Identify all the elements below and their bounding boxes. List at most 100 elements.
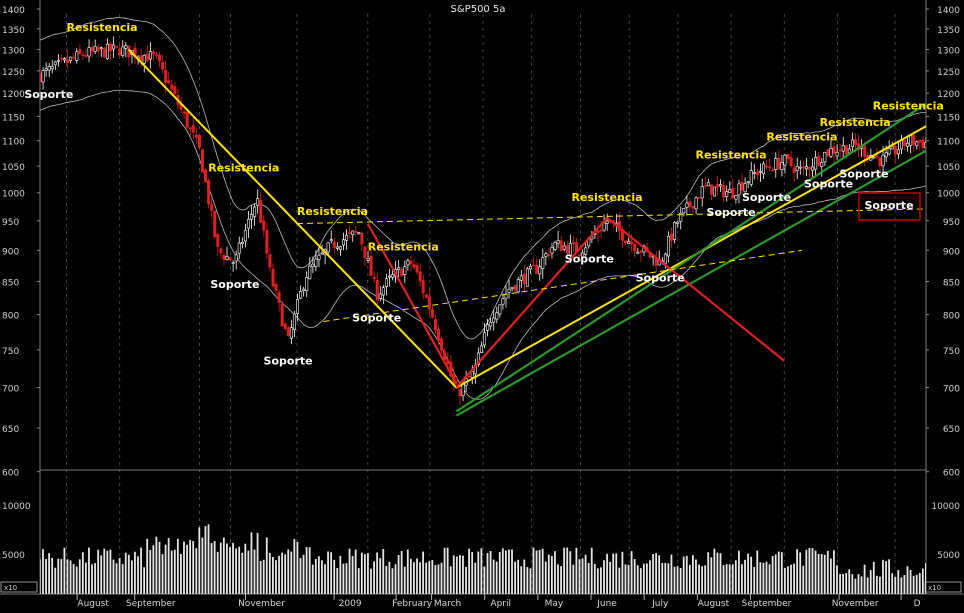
candle-body bbox=[314, 258, 318, 267]
candle-body bbox=[737, 183, 741, 196]
candle-body bbox=[234, 254, 238, 262]
candle-body bbox=[225, 255, 229, 260]
candle-body bbox=[844, 145, 848, 155]
volume-bar bbox=[213, 540, 216, 594]
candle-body bbox=[262, 220, 266, 231]
volume-bar bbox=[839, 574, 841, 594]
candle-body bbox=[918, 140, 922, 143]
volume-bar bbox=[504, 550, 507, 594]
volume-bar bbox=[670, 554, 673, 594]
candle-body bbox=[541, 257, 545, 269]
candle-body bbox=[691, 206, 695, 209]
volume-bar bbox=[833, 550, 835, 594]
volume-bar bbox=[667, 563, 670, 594]
volume-bar bbox=[115, 563, 118, 594]
volume-bar bbox=[909, 569, 912, 594]
candle-body bbox=[418, 271, 422, 282]
volume-bar bbox=[63, 547, 66, 594]
volume-bar bbox=[603, 560, 605, 594]
candle-body bbox=[820, 162, 824, 167]
resistance-label: Resistencia bbox=[66, 21, 137, 34]
x-tick-label: September bbox=[126, 599, 176, 609]
candle-body bbox=[513, 285, 517, 291]
x-tick-label: February bbox=[392, 599, 433, 609]
volume-bar bbox=[520, 566, 523, 594]
volume-bar bbox=[590, 547, 593, 594]
price-tick-left: 1150 bbox=[2, 113, 25, 123]
candle-body bbox=[412, 264, 416, 268]
volume-bar bbox=[109, 549, 112, 594]
candle-body bbox=[207, 180, 211, 205]
volume-bar bbox=[287, 549, 290, 594]
volume-bar bbox=[882, 559, 884, 594]
volume-bar bbox=[241, 552, 244, 594]
volume-bars bbox=[40, 524, 926, 594]
candle-body bbox=[863, 145, 867, 157]
x-tick-label: July bbox=[651, 599, 669, 609]
volume-bar bbox=[538, 549, 541, 594]
candle-body bbox=[348, 232, 352, 234]
candle-body bbox=[409, 260, 413, 265]
volume-bar bbox=[222, 537, 225, 594]
volume-bar bbox=[443, 547, 446, 594]
volume-bar bbox=[124, 552, 127, 594]
candle-body bbox=[329, 239, 333, 242]
volume-bar bbox=[244, 543, 247, 594]
volume-bar bbox=[829, 558, 832, 594]
price-tick-left: 850 bbox=[2, 279, 19, 289]
volume-bar bbox=[646, 563, 648, 594]
volume-bar bbox=[802, 565, 805, 594]
candle-body bbox=[599, 229, 603, 232]
price-tick-left: 1000 bbox=[2, 190, 25, 200]
candle-body bbox=[93, 46, 97, 52]
candle-body bbox=[909, 135, 913, 146]
chart-title: S&P500 5a bbox=[451, 4, 506, 15]
volume-bar bbox=[575, 547, 578, 594]
candle-body bbox=[467, 375, 471, 378]
price-tick-left: 650 bbox=[2, 425, 19, 435]
candle-body bbox=[256, 198, 260, 206]
volume-bar bbox=[278, 555, 280, 594]
candle-body bbox=[535, 265, 539, 274]
candle-body bbox=[495, 312, 499, 320]
trendline-falling_trend bbox=[366, 223, 458, 385]
price-tick-left: 1350 bbox=[2, 26, 25, 36]
candle-body bbox=[663, 253, 667, 264]
candle-body bbox=[50, 66, 54, 70]
candle-body bbox=[746, 181, 750, 184]
candle-body bbox=[182, 111, 186, 114]
volume-bar bbox=[100, 555, 103, 594]
volume-bar bbox=[523, 559, 526, 594]
volume-bar bbox=[75, 566, 78, 594]
candle-body bbox=[403, 266, 407, 275]
candle-body bbox=[372, 276, 376, 279]
candle-body bbox=[84, 55, 88, 57]
candle-body bbox=[801, 166, 805, 169]
volume-bar bbox=[363, 554, 366, 594]
price-tick-right: 850 bbox=[943, 279, 960, 289]
candle-body bbox=[243, 229, 247, 242]
candle-body bbox=[470, 371, 474, 378]
volume-bar bbox=[704, 565, 707, 594]
volume-bar bbox=[762, 562, 765, 594]
volume-bar bbox=[271, 557, 274, 594]
resistance-label: Resistencia bbox=[820, 116, 891, 129]
candle-body bbox=[59, 57, 63, 60]
candle-body bbox=[633, 243, 637, 252]
volume-bar bbox=[811, 548, 814, 594]
volume-bar bbox=[446, 547, 449, 594]
volume-bar bbox=[618, 567, 621, 594]
volume-bar bbox=[256, 532, 259, 594]
candle-body bbox=[440, 338, 444, 351]
volume-bar bbox=[397, 555, 400, 594]
volume-bar bbox=[790, 564, 792, 594]
candle-body bbox=[547, 254, 551, 256]
candle-body bbox=[489, 322, 493, 327]
volume-bar bbox=[725, 564, 728, 594]
volume-bar bbox=[357, 568, 360, 594]
price-tick-right: 1200 bbox=[937, 90, 960, 100]
volume-bar bbox=[921, 568, 924, 594]
volume-bar bbox=[529, 568, 532, 594]
candle-body bbox=[728, 189, 732, 193]
volume-bar bbox=[673, 566, 676, 594]
